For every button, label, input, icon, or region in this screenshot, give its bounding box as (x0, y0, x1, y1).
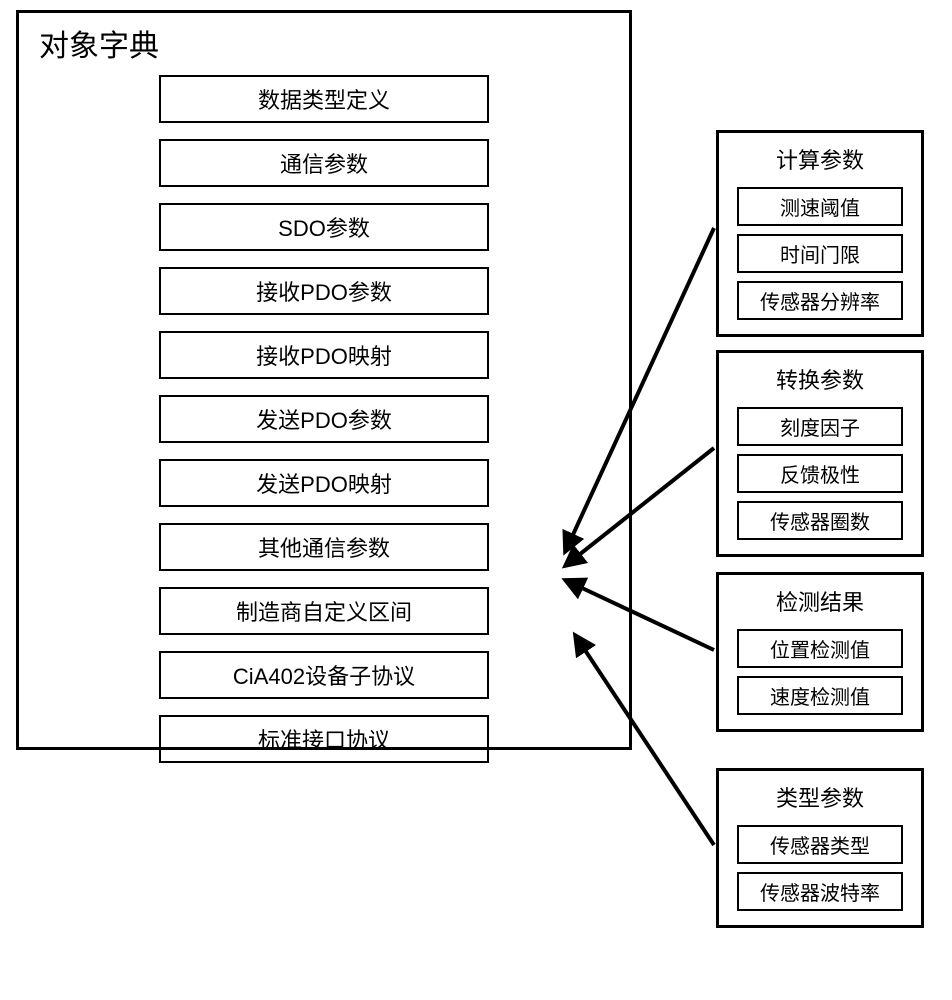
side-item: 测速阈值 (737, 187, 903, 226)
side-box: 计算参数测速阈值时间门限传感器分辨率 (716, 130, 924, 337)
side-box-title: 计算参数 (776, 143, 864, 175)
side-item: 刻度因子 (737, 407, 903, 446)
main-item: 其他通信参数 (159, 523, 489, 571)
side-item: 位置检测值 (737, 629, 903, 668)
main-item: SDO参数 (159, 203, 489, 251)
side-item: 传感器分辨率 (737, 281, 903, 320)
side-item: 速度检测值 (737, 676, 903, 715)
side-box-title: 类型参数 (776, 781, 864, 813)
side-box: 转换参数刻度因子反馈极性传感器圈数 (716, 350, 924, 557)
main-item: 标准接口协议 (159, 715, 489, 763)
side-item: 传感器类型 (737, 825, 903, 864)
main-items-list: 数据类型定义通信参数 SDO参数接收PDO参数接收PDO映射发送PDO参数发送PD… (19, 75, 629, 763)
side-item: 传感器圈数 (737, 501, 903, 540)
side-box: 类型参数传感器类型传感器波特率 (716, 768, 924, 928)
side-box-title: 检测结果 (776, 585, 864, 617)
main-item: 制造商自定义区间 (159, 587, 489, 635)
main-item: 接收PDO映射 (159, 331, 489, 379)
main-item: 接收PDO参数 (159, 267, 489, 315)
main-item: 数据类型定义 (159, 75, 489, 123)
main-item: 通信参数 (159, 139, 489, 187)
side-item: 传感器波特率 (737, 872, 903, 911)
side-box-title: 转换参数 (776, 363, 864, 395)
main-item: 发送PDO映射 (159, 459, 489, 507)
side-item: 时间门限 (737, 234, 903, 273)
side-item: 反馈极性 (737, 454, 903, 493)
main-container: 对象字典 数据类型定义通信参数 SDO参数接收PDO参数接收PDO映射发送PDO参… (16, 10, 632, 750)
main-item: 发送PDO参数 (159, 395, 489, 443)
side-box: 检测结果位置检测值速度检测值 (716, 572, 924, 732)
main-item: CiA402设备子协议 (159, 651, 489, 699)
main-title: 对象字典 (39, 21, 629, 65)
